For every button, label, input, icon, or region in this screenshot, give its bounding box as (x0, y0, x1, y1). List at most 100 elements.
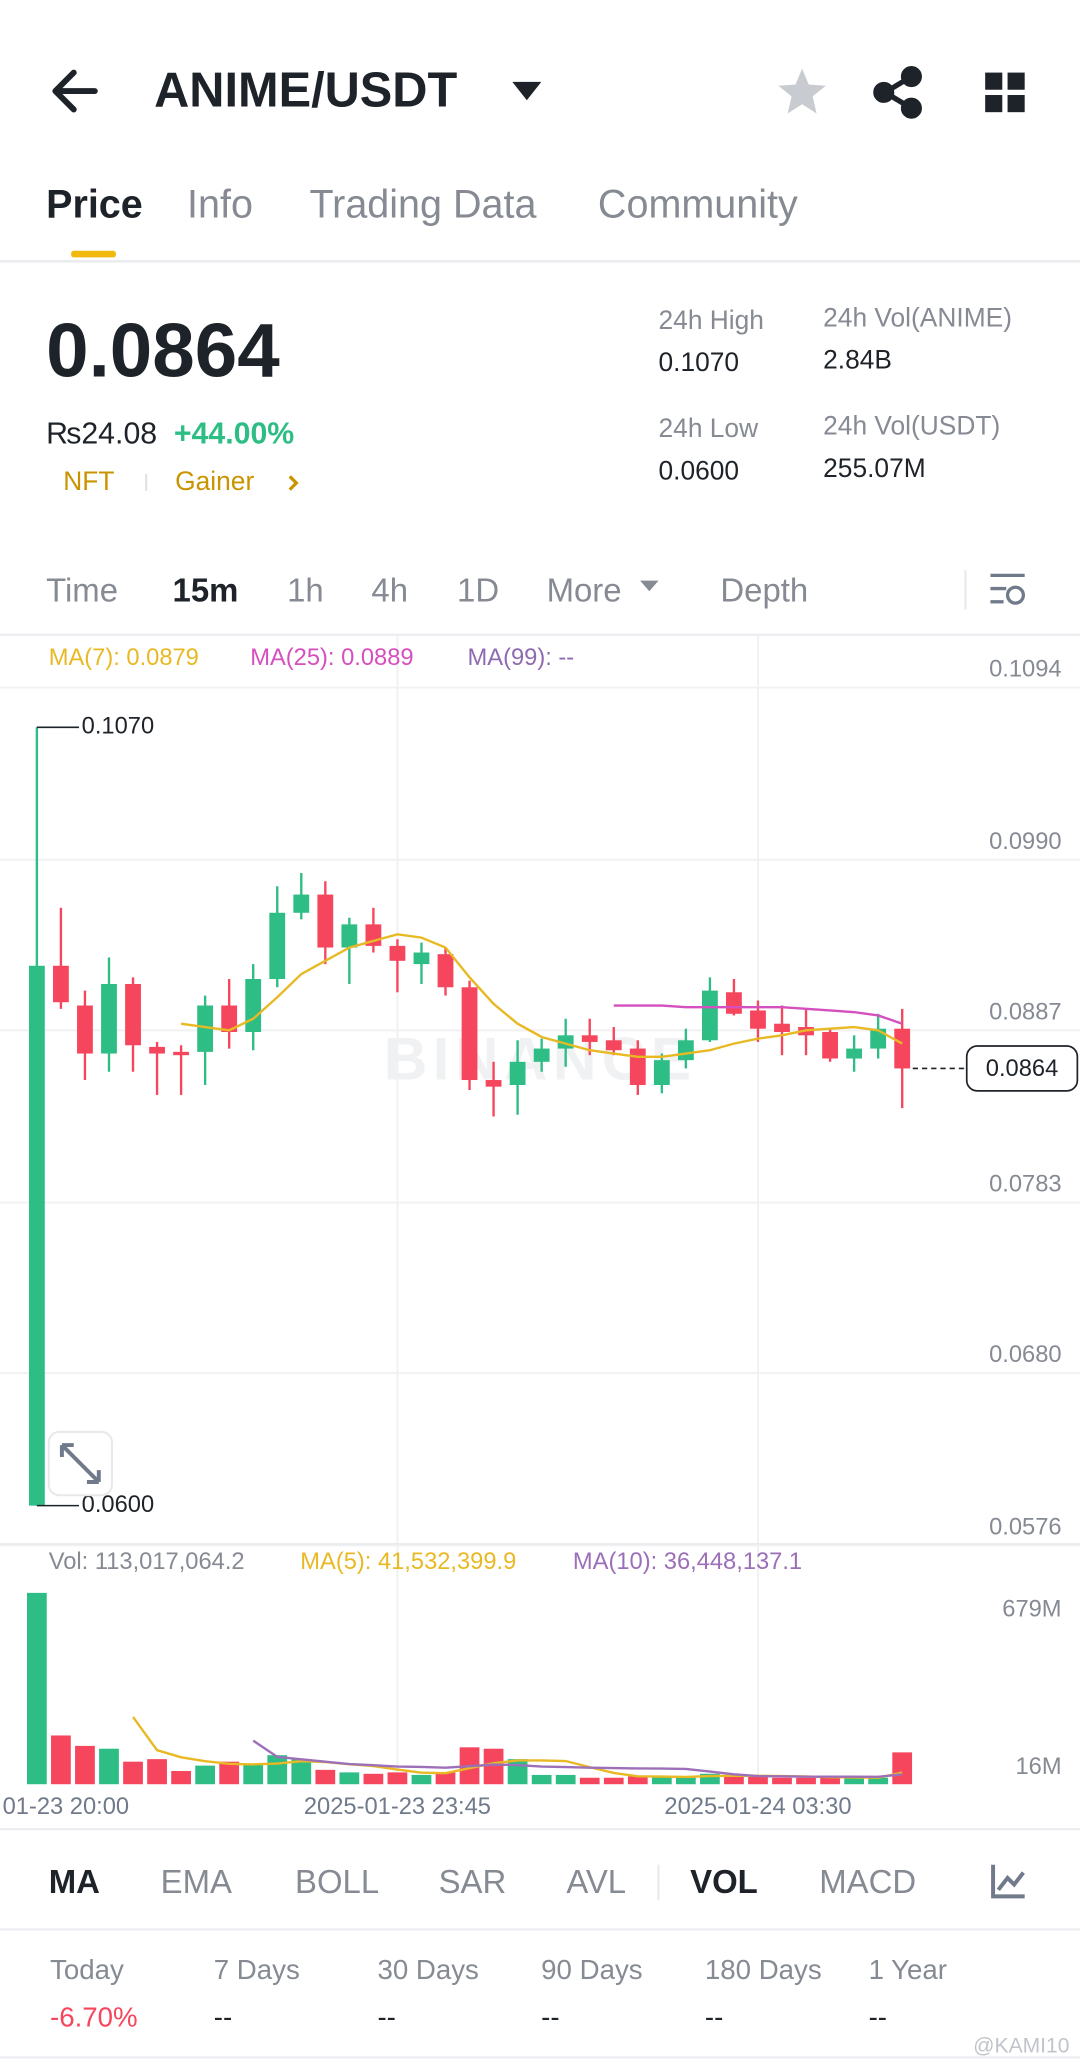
stat-label: 24h Low (659, 413, 760, 443)
price-change: +44.00% (174, 417, 294, 450)
volume-bar (796, 1777, 816, 1785)
volume-bar (748, 1776, 768, 1785)
volume-bar (171, 1770, 191, 1785)
tab-indicator (71, 250, 116, 258)
volume-bar (724, 1776, 744, 1785)
volume-bar (507, 1759, 528, 1785)
expand-button[interactable] (47, 1430, 113, 1497)
candle-body (101, 983, 117, 1054)
indicator-tab[interactable]: AVL (566, 1863, 626, 1900)
volume-bar (99, 1748, 119, 1785)
share-icon[interactable] (873, 65, 922, 119)
indicator-tab[interactable]: MA (49, 1863, 100, 1900)
volume-legend: MA(10): 36,448,137.1 (573, 1549, 802, 1575)
interval[interactable]: 15m (173, 571, 239, 608)
volume-bar (627, 1776, 648, 1785)
period-value: -6.70% (50, 2001, 138, 2032)
candle-body (653, 1060, 670, 1085)
indicator-tab[interactable]: BOLL (295, 1863, 379, 1900)
low-label: 0.0600 (82, 1492, 154, 1518)
indicator-tab[interactable]: VOL (690, 1863, 758, 1900)
period-value: -- (214, 2001, 232, 2032)
indicator-settings-icon[interactable] (991, 1864, 1025, 1899)
volume-bar (339, 1772, 360, 1785)
tag[interactable]: Gainer (175, 466, 254, 496)
period-value: -- (541, 2001, 559, 2032)
chart-settings-icon[interactable] (990, 573, 1026, 605)
volume-bar (267, 1755, 288, 1785)
candle-body (293, 894, 310, 913)
candle-body (677, 1040, 694, 1061)
candle-body (485, 1080, 502, 1087)
tab[interactable]: Info (187, 183, 253, 227)
candle-body (53, 965, 69, 1003)
volume-bar (51, 1735, 71, 1785)
candle-body (173, 1051, 189, 1056)
stat-value: 2.84B (823, 345, 892, 375)
interval[interactable]: 4h (371, 571, 408, 608)
candle-body (605, 1040, 622, 1051)
candle-body (437, 954, 454, 988)
pair-title[interactable]: ANIME/USDT (154, 64, 457, 118)
volume-bar (27, 1592, 47, 1785)
candle-body (317, 894, 334, 948)
period-value: -- (869, 2001, 887, 2032)
stat-label: 24h High (659, 305, 764, 335)
indicator-tab[interactable]: EMA (161, 1863, 232, 1900)
volume-bar (147, 1759, 167, 1785)
stat-label: 24h Vol(ANIME) (823, 302, 1012, 332)
volume-bar (651, 1776, 672, 1785)
volume-bar (700, 1773, 720, 1785)
indicator-tab[interactable]: SAR (439, 1863, 507, 1900)
grid-menu-icon[interactable] (985, 72, 1025, 113)
ma-legend: MA(99): -- (468, 645, 575, 671)
interval[interactable]: 1D (457, 571, 499, 608)
candle-body (125, 983, 141, 1046)
back-icon[interactable] (52, 69, 98, 113)
volume-bar (772, 1777, 792, 1785)
tag[interactable]: NFT (63, 466, 114, 496)
candle-body (149, 1046, 165, 1054)
volume-bar (844, 1777, 864, 1785)
candle-body (846, 1048, 863, 1059)
x-tick-label: 2025-01-24 03:30 (664, 1794, 851, 1820)
candle-body (774, 1023, 790, 1033)
candle-body (77, 1005, 93, 1054)
volume-bar (387, 1772, 408, 1785)
favorite-icon[interactable] (778, 68, 826, 114)
stat-value: 0.1070 (659, 347, 740, 377)
interval[interactable]: 1h (287, 571, 324, 608)
watermark-user: @KAMI10 (973, 2034, 1069, 2057)
volume-ma-line (252, 1739, 903, 1778)
candle-body (461, 987, 478, 1081)
indicator-tab[interactable]: MACD (819, 1863, 916, 1900)
ma-legend: MA(25): 0.0889 (250, 645, 413, 671)
candle-body (750, 1010, 766, 1029)
period-label: Today (50, 1954, 124, 1985)
period-label: 30 Days (377, 1954, 478, 1985)
tab[interactable]: Trading Data (310, 183, 537, 227)
tab[interactable]: Community (598, 183, 798, 227)
volume-bar (675, 1776, 696, 1785)
ma-legend: MA(7): 0.0879 (49, 645, 199, 671)
ma-line (613, 1004, 903, 1025)
interval[interactable]: Depth (720, 571, 808, 608)
candle-body (245, 979, 262, 1033)
high-label: 0.1070 (82, 714, 154, 740)
volume-bar (363, 1773, 384, 1785)
y-tick-label: 0.1094 (989, 657, 1061, 683)
candle-body (413, 952, 430, 965)
volume-bar (435, 1772, 456, 1785)
period-label: 90 Days (541, 1954, 642, 1985)
local-price: ₨24.08 (46, 417, 157, 450)
pair-dropdown[interactable] (512, 81, 542, 101)
volume-bar (555, 1774, 576, 1785)
volume-bar (820, 1777, 840, 1785)
interval[interactable]: Time (46, 571, 118, 608)
volume-bar (123, 1761, 143, 1785)
candle-body (726, 992, 742, 1014)
interval[interactable]: More (547, 571, 622, 608)
volume-bar (195, 1765, 216, 1785)
tab[interactable]: Price (46, 183, 143, 227)
